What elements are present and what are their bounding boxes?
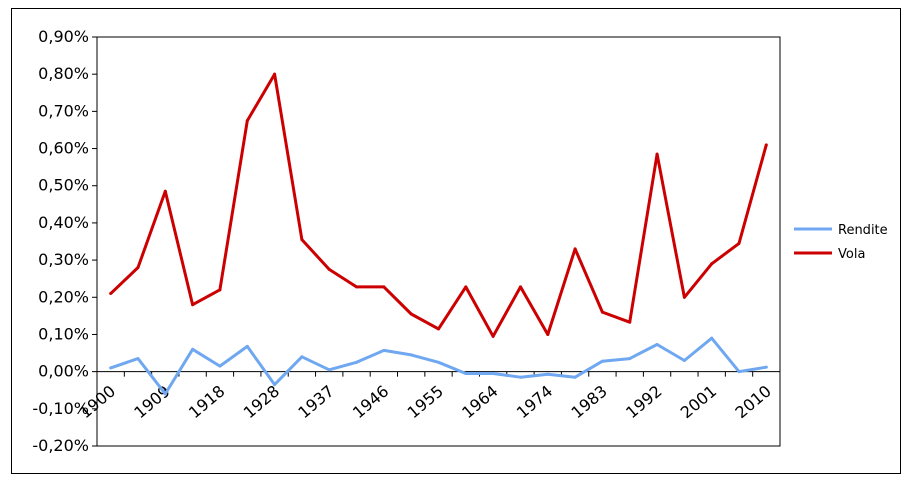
data-point-rendite (136, 357, 140, 361)
y-axis: 0,90% 0,80% 0,70% 0,60% 0,50% 0,40% 0,30% 0,20%… (32, 27, 781, 455)
data-point-vola (710, 262, 714, 266)
data-point-rendite (518, 375, 522, 379)
data-point-vola (491, 334, 495, 338)
data-point-rendite (109, 366, 113, 370)
data-point-rendite (682, 358, 686, 362)
data-point-vola (382, 285, 386, 289)
chart-frame (11, 8, 901, 474)
data-point-rendite (628, 357, 632, 361)
data-point-rendite (737, 370, 741, 374)
x-tick-label: 1983 (568, 381, 611, 422)
y-tick-label: -0,20% (32, 436, 89, 455)
x-tick-label: 1974 (513, 381, 556, 422)
data-point-rendite (382, 348, 386, 352)
legend-label-rendite: Rendite (838, 223, 888, 238)
series-layer (109, 72, 768, 396)
data-point-vola (655, 152, 659, 156)
series-line-vola (109, 72, 768, 338)
legend: Rendite Vola (794, 223, 888, 262)
x-axis: 1900 1909 1918 1928 1937 1946 1955 1964 1974 1983… (76, 371, 781, 422)
data-point-rendite (191, 347, 195, 351)
data-point-vola (628, 320, 632, 324)
y-tick-label: 0,50% (38, 176, 89, 195)
legend-label-vola: Vola (838, 247, 865, 262)
data-point-vola (600, 310, 604, 314)
y-tick-label: 0,80% (38, 64, 89, 83)
data-point-vola (437, 327, 440, 331)
data-point-vola (218, 288, 222, 292)
y-tick-label: 0,70% (38, 101, 89, 120)
y-tick-label: 0,30% (38, 250, 89, 269)
x-tick-label: 1946 (349, 381, 392, 422)
y-tick-label: 0,60% (38, 139, 89, 158)
data-point-rendite (491, 371, 495, 375)
data-point-vola (764, 143, 768, 147)
data-point-rendite (710, 336, 714, 340)
data-point-vola (573, 247, 577, 251)
data-point-rendite (464, 371, 468, 375)
y-tick-label: 0,90% (38, 27, 89, 46)
y-tick-label: 0,40% (38, 213, 89, 232)
data-point-rendite (573, 375, 577, 379)
data-point-vola (737, 241, 741, 245)
series-line-rendite (110, 336, 767, 396)
data-point-vola (273, 72, 277, 76)
y-tick-label: 0,10% (38, 324, 89, 343)
data-point-rendite (355, 360, 359, 364)
data-point-rendite (300, 355, 304, 359)
x-tick-label: 1918 (185, 381, 228, 422)
data-point-rendite (600, 359, 604, 363)
data-point-rendite (764, 365, 768, 369)
data-point-vola (191, 303, 195, 307)
x-tick-label: 1937 (294, 381, 337, 422)
x-tick-label: 1964 (458, 381, 501, 422)
data-point-rendite (218, 364, 222, 368)
x-tick-label: 1928 (240, 381, 283, 422)
y-tick-label: 0,00% (38, 362, 89, 381)
data-point-vola (682, 295, 686, 299)
data-point-vola (136, 266, 140, 270)
data-point-vola (327, 267, 331, 271)
data-point-rendite (273, 383, 277, 387)
data-point-vola (518, 285, 522, 289)
data-point-vola (409, 312, 413, 316)
data-point-rendite (163, 392, 167, 396)
x-tick-label: 2001 (677, 381, 720, 422)
plot-area-border (96, 36, 781, 447)
data-point-vola (464, 285, 468, 289)
data-point-vola (163, 189, 167, 193)
y-tick-label: 0,20% (38, 287, 89, 306)
x-tick-label: 2010 (731, 381, 774, 422)
x-tick-label: 1955 (404, 381, 447, 422)
data-point-vola (546, 332, 550, 336)
y-tick-label: -0,10% (32, 399, 89, 418)
data-point-rendite (655, 342, 659, 346)
data-point-rendite (437, 360, 440, 364)
data-point-rendite (245, 344, 249, 348)
data-point-vola (245, 119, 249, 123)
data-point-vola (300, 238, 304, 242)
data-point-rendite (327, 368, 331, 372)
data-point-rendite (409, 353, 413, 357)
data-point-vola (355, 285, 359, 289)
data-point-vola (109, 292, 113, 296)
x-tick-label: 1909 (130, 381, 173, 422)
x-tick-label: 1992 (622, 381, 665, 422)
data-point-rendite (546, 372, 550, 376)
